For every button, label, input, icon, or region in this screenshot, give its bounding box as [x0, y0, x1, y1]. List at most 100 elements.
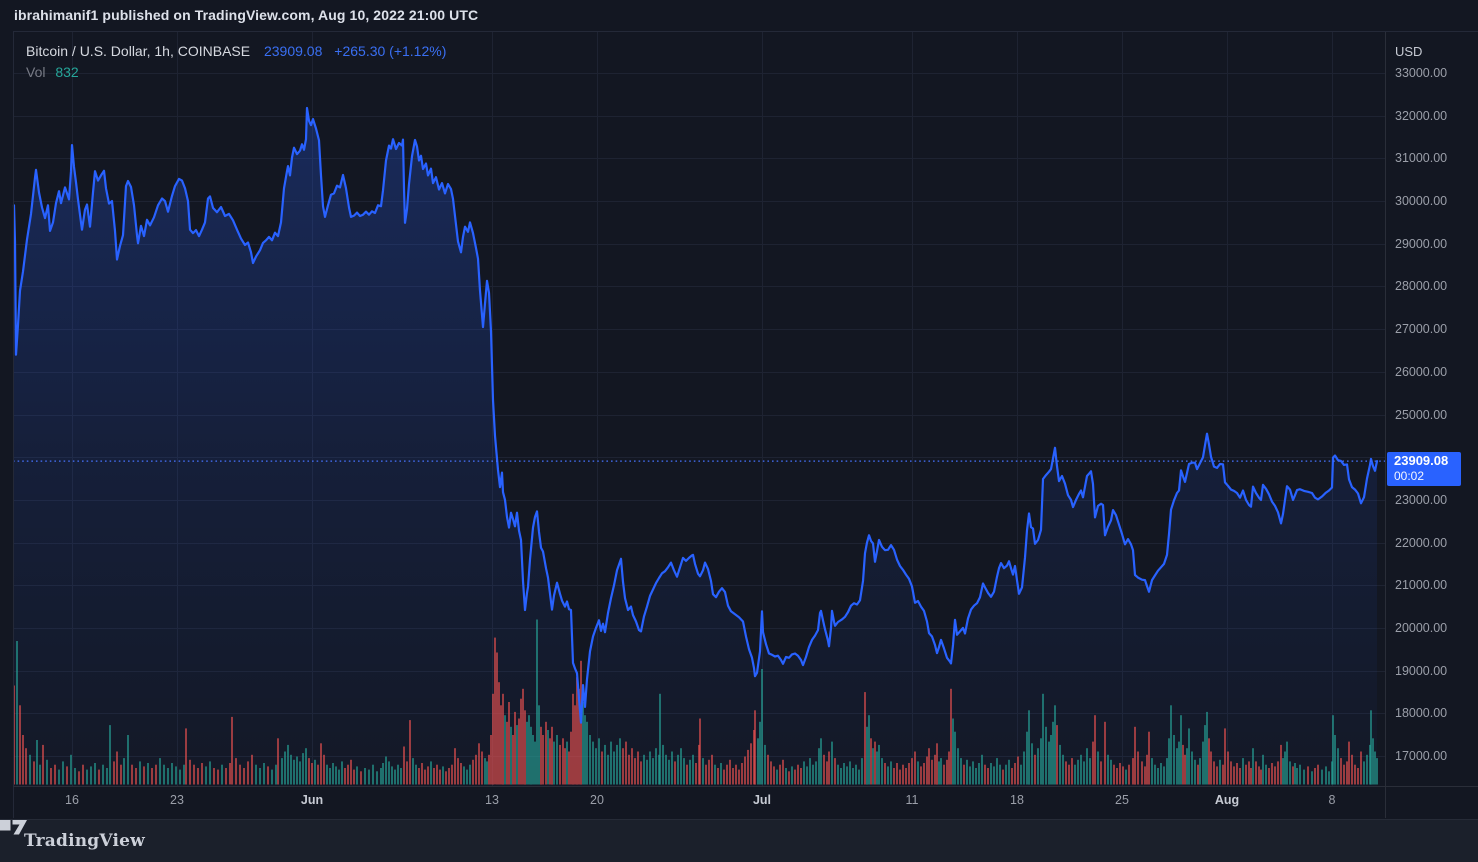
- volume-bar: [806, 766, 808, 785]
- volume-bar: [547, 730, 549, 785]
- volume-bar: [1277, 761, 1279, 785]
- volume-bar: [1144, 766, 1146, 785]
- volume-legend[interactable]: Vol 832: [26, 64, 79, 80]
- volume-bar: [277, 738, 279, 785]
- volume-bar: [1208, 738, 1210, 785]
- volume-bar: [520, 698, 522, 785]
- volume-bar: [975, 768, 977, 785]
- volume-bar: [1011, 768, 1013, 785]
- volume-bar: [1351, 754, 1353, 785]
- volume-bar: [454, 748, 456, 785]
- volume-bar: [1357, 768, 1359, 785]
- volume-bar: [726, 764, 728, 785]
- volume-bar: [1184, 754, 1186, 785]
- volume-bar: [502, 693, 504, 785]
- volume-bar: [29, 754, 31, 785]
- volume-bar: [934, 754, 936, 785]
- price-axis-separator[interactable]: [1385, 32, 1386, 818]
- volume-bar: [522, 688, 524, 785]
- volume-bar: [167, 768, 169, 785]
- volume-bar: [427, 766, 429, 785]
- price-line: [12, 106, 1379, 724]
- volume-bar: [1188, 728, 1190, 785]
- volume-bar: [826, 761, 828, 785]
- volume-bar: [179, 769, 181, 785]
- volume-bar: [445, 771, 447, 785]
- volume-bar: [409, 720, 411, 785]
- volume-bar: [604, 744, 606, 785]
- time-axis-separator[interactable]: [13, 786, 1478, 787]
- volume-bar: [263, 763, 265, 785]
- volume-bar: [1248, 761, 1250, 785]
- volume-bar: [1219, 759, 1221, 785]
- volume-bar: [750, 743, 752, 785]
- volume-bar: [442, 766, 444, 785]
- volume-bar: [948, 751, 950, 785]
- volume-bar: [201, 763, 203, 785]
- volume-bar: [890, 761, 892, 785]
- volume-bar: [1113, 764, 1115, 785]
- volume-bar: [1054, 705, 1056, 785]
- volume-bar: [911, 758, 913, 785]
- volume-bar: [1094, 715, 1096, 785]
- volume-bar: [576, 677, 578, 785]
- symbol-legend[interactable]: Bitcoin / U.S. Dollar, 1h, COINBASE 2390…: [26, 43, 446, 59]
- volume-bar: [954, 731, 956, 785]
- volume-bar: [512, 735, 514, 785]
- volume-bar: [803, 761, 805, 785]
- volume-bar: [779, 764, 781, 785]
- volume-bar: [1065, 761, 1067, 785]
- volume-bar: [314, 759, 316, 785]
- volume-histogram: [13, 619, 1378, 785]
- volume-bar: [492, 693, 494, 785]
- volume-bar: [861, 758, 863, 785]
- volume-bar: [610, 741, 612, 785]
- tradingview-wordmark[interactable]: TradingView: [24, 831, 145, 851]
- volume-bar: [293, 759, 295, 785]
- volume-bar: [1031, 743, 1033, 785]
- price-axis-tick-label: 25000.00: [1395, 407, 1448, 422]
- volume-bar: [494, 637, 496, 785]
- volume-bar: [1239, 768, 1241, 785]
- volume-bar: [1050, 735, 1052, 785]
- volume-bar: [1154, 764, 1156, 785]
- volume-bar: [1354, 764, 1356, 785]
- volume-bar: [1092, 741, 1094, 785]
- volume-bar: [205, 766, 207, 785]
- price-axis-tick-label: 31000.00: [1395, 151, 1448, 166]
- volume-bar: [936, 743, 938, 785]
- volume-bar: [613, 751, 615, 785]
- volume-bar: [185, 728, 187, 785]
- volume-bar: [928, 748, 930, 785]
- time-axis-tick-label: 16: [65, 793, 79, 807]
- volume-bar: [542, 735, 544, 785]
- volume-bar: [1372, 738, 1374, 785]
- volume-bar: [878, 744, 880, 785]
- volume-bar: [723, 769, 725, 785]
- volume-bar: [275, 764, 277, 785]
- volume-bar: [421, 763, 423, 785]
- volume-bar: [692, 754, 694, 785]
- volume-bar: [559, 744, 561, 785]
- volume-bar: [66, 766, 68, 785]
- volume-bar: [16, 641, 18, 785]
- volume-bar: [1141, 761, 1143, 785]
- volume-bar: [1343, 764, 1345, 785]
- volume-bar: [849, 761, 851, 785]
- volume-bar: [637, 751, 639, 785]
- volume-bar: [1089, 758, 1091, 785]
- volume-bar: [1311, 771, 1313, 785]
- volume-bar: [852, 768, 854, 785]
- volume-bar: [1104, 721, 1106, 785]
- volume-bar: [738, 769, 740, 785]
- volume-bar: [1052, 721, 1054, 785]
- volume-bar: [659, 693, 661, 785]
- volume-bar: [504, 715, 506, 785]
- volume-bar: [914, 751, 916, 785]
- volume-bar: [46, 759, 48, 785]
- volume-bar: [372, 764, 374, 785]
- volume-bar: [1134, 726, 1136, 785]
- volume-bar: [481, 751, 483, 785]
